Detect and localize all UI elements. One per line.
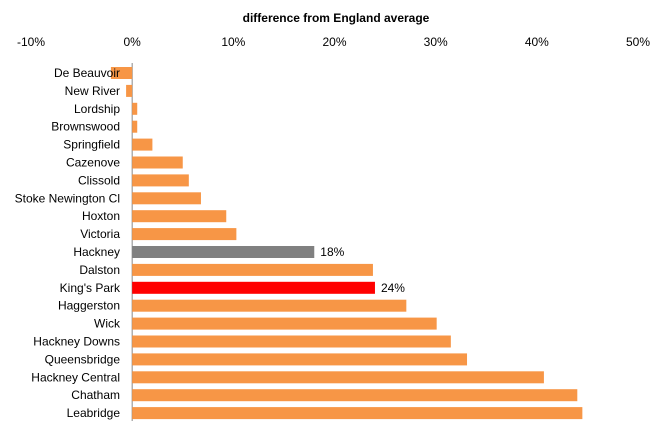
bar <box>132 407 583 420</box>
bar <box>132 371 544 384</box>
category-label: Cazenove <box>66 156 120 170</box>
chart-title: difference from England average <box>243 11 430 25</box>
bar <box>132 317 437 330</box>
x-tick-label: 10% <box>221 35 245 49</box>
x-tick-label: 30% <box>424 35 448 49</box>
category-label: Hackney Central <box>31 370 120 384</box>
bar <box>132 299 407 312</box>
category-label: De Beauvoir <box>54 66 120 80</box>
category-label: Dalston <box>79 263 120 277</box>
category-label: Leabridge <box>67 406 121 420</box>
category-label: Lordship <box>74 102 120 116</box>
category-label: Clissold <box>78 173 120 187</box>
category-label: Brownswood <box>51 120 120 134</box>
category-label: Haggerston <box>58 299 120 313</box>
category-label: Hackney Downs <box>33 335 120 349</box>
bar <box>132 353 468 366</box>
category-label: Hoxton <box>82 209 120 223</box>
bar <box>126 84 133 97</box>
bar <box>132 335 451 348</box>
bar <box>132 389 578 402</box>
category-label: Victoria <box>80 227 120 241</box>
data-label: 24% <box>381 281 405 295</box>
data-labels: 18% 24% <box>320 245 405 295</box>
bar <box>132 210 227 223</box>
bar <box>132 156 183 169</box>
bar <box>132 174 189 187</box>
bar <box>132 246 315 258</box>
category-label: Wick <box>94 317 121 331</box>
category-label: Stoke Newington Cl <box>15 191 120 205</box>
category-label: King's Park <box>60 281 121 295</box>
category-label: Springfield <box>63 138 120 152</box>
y-axis: De Beauvoir New River Lordship Brownswood Sp… <box>15 66 121 420</box>
bar <box>132 120 138 133</box>
category-label: New River <box>65 84 120 98</box>
x-tick-label: 20% <box>322 35 346 49</box>
data-label: 18% <box>320 245 344 259</box>
bar <box>132 192 201 205</box>
x-tick-label: 40% <box>525 35 549 49</box>
bars <box>110 67 583 420</box>
x-tick-label: 50% <box>626 35 650 49</box>
bar <box>132 138 153 151</box>
bar <box>132 281 375 294</box>
category-label: Hackney <box>73 245 120 259</box>
bar <box>132 228 237 241</box>
x-tick-label: -10% <box>17 35 45 49</box>
bar <box>132 263 373 276</box>
category-label: Queensbridge <box>45 352 121 366</box>
x-tick-label: 0% <box>123 35 141 49</box>
category-label: Chatham <box>71 388 120 402</box>
bar <box>110 67 133 79</box>
bar <box>132 102 138 115</box>
